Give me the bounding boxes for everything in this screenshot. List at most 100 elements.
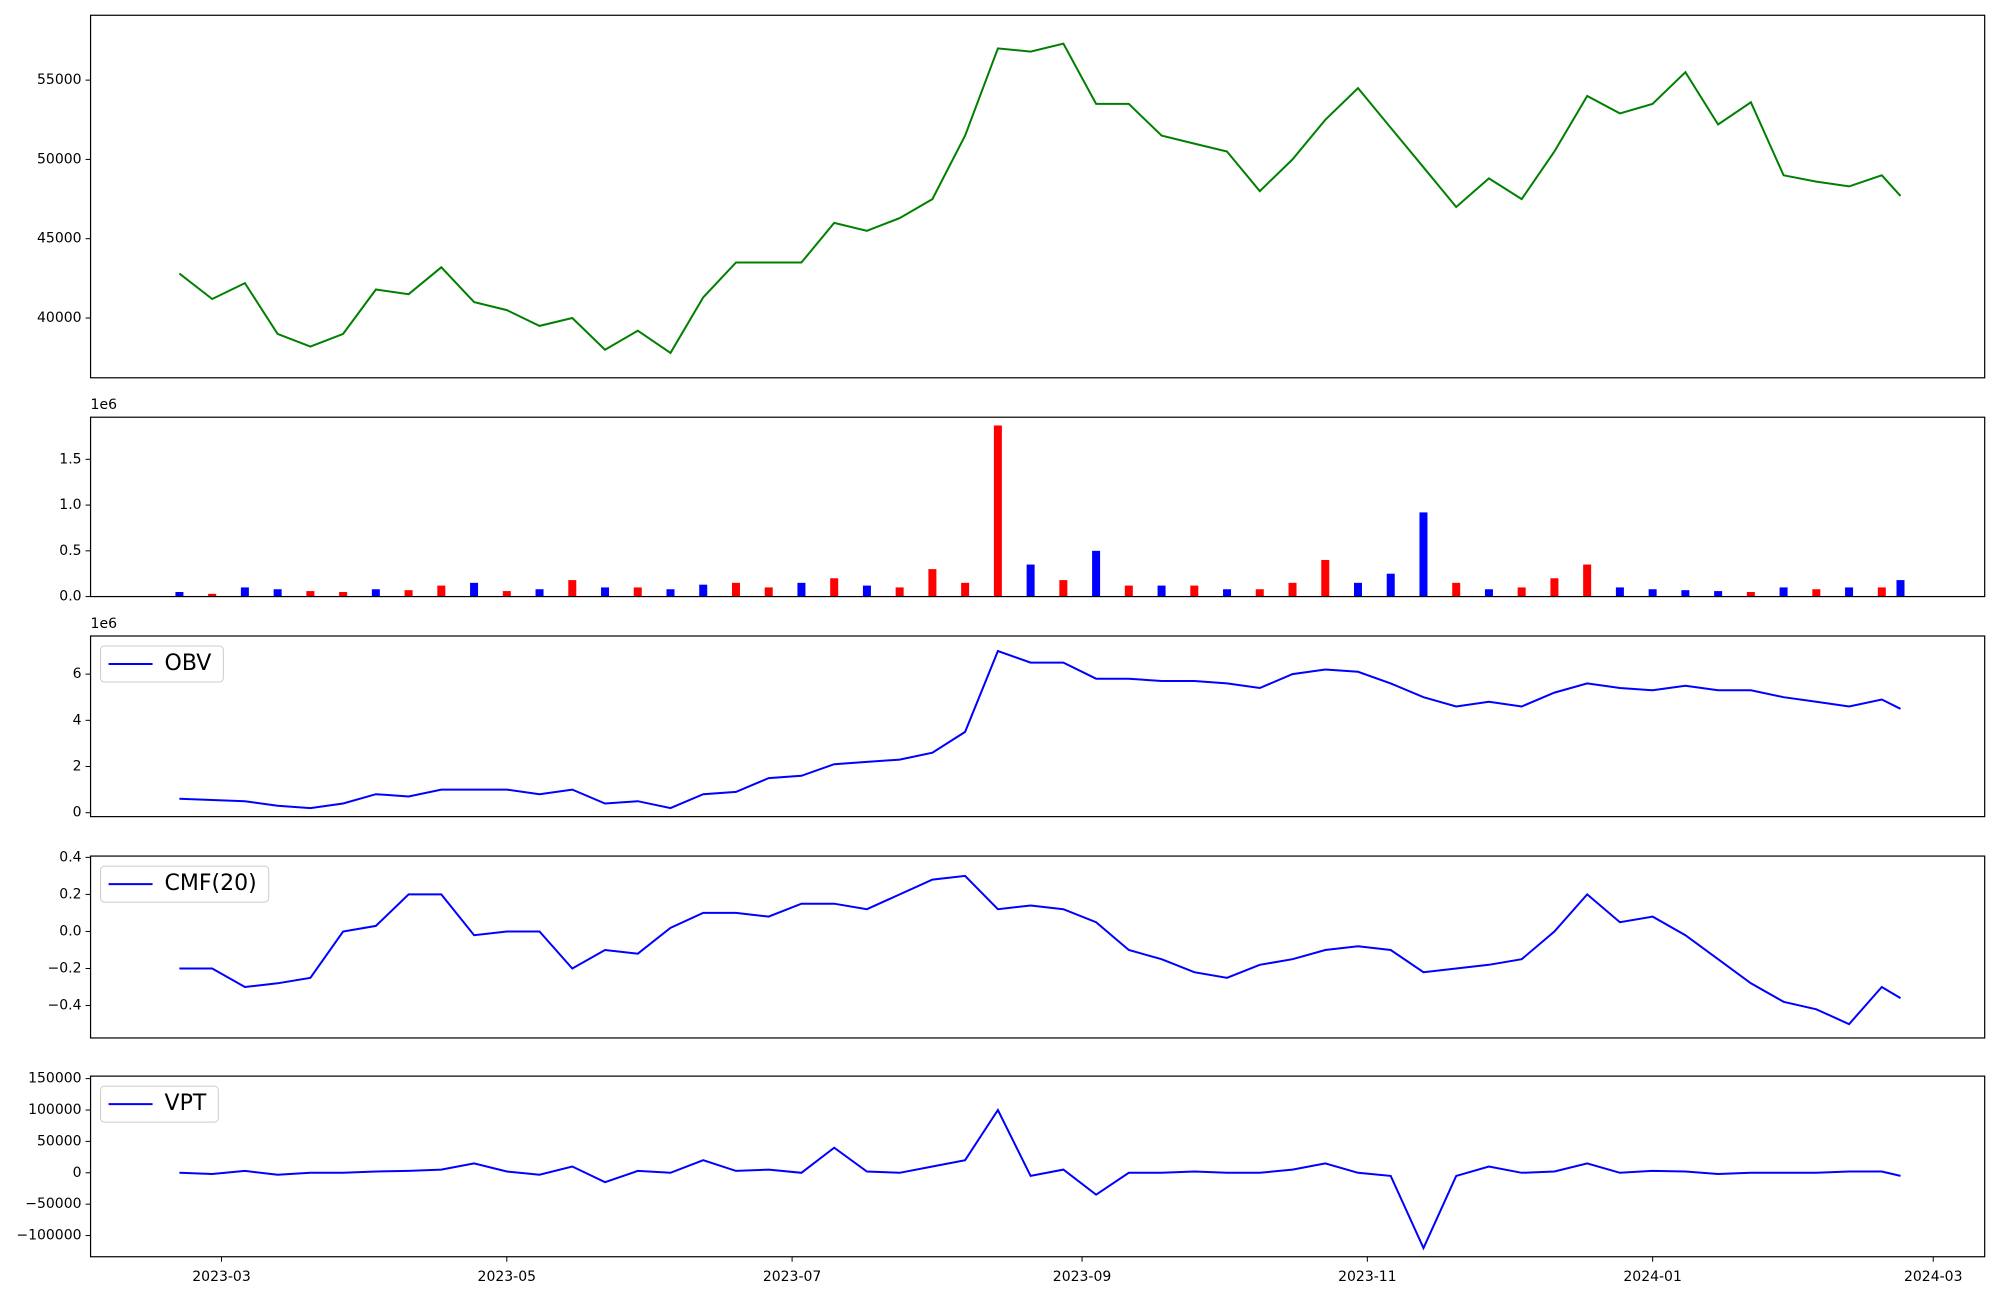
bar xyxy=(633,587,642,597)
bar xyxy=(862,585,871,597)
panel-frame xyxy=(89,635,1986,818)
bar xyxy=(339,592,348,597)
bar xyxy=(1845,587,1854,597)
y-tick-label: 0 xyxy=(73,805,82,821)
legend-label: VPT xyxy=(165,1091,207,1116)
bar xyxy=(1681,590,1690,597)
bar xyxy=(1190,585,1199,597)
legend: VPT xyxy=(100,1085,219,1123)
data-line xyxy=(179,874,1902,1026)
bar xyxy=(208,593,217,597)
y-tick-label: −0.2 xyxy=(48,961,82,977)
y-tick-label: 0 xyxy=(73,1165,82,1181)
plot-area: OBV xyxy=(100,645,1901,810)
x-tick-label: 2023-07 xyxy=(763,1269,822,1285)
panel-frame xyxy=(89,416,1986,598)
bar xyxy=(1452,582,1461,597)
y-tick-label: 55000 xyxy=(37,72,82,88)
bar xyxy=(1550,578,1559,597)
bar xyxy=(1419,512,1428,597)
data-line xyxy=(179,1107,1901,1251)
data-line xyxy=(179,649,1901,810)
bar xyxy=(1092,550,1101,597)
bar xyxy=(437,585,446,597)
y-tick-label: 1.5 xyxy=(59,451,81,467)
bar xyxy=(961,582,970,597)
bar xyxy=(175,592,184,597)
y-tick-label: 0.0 xyxy=(59,923,81,939)
axis-offset: 1e6 xyxy=(91,616,118,632)
bar xyxy=(568,580,577,597)
x-tick-label: 2023-11 xyxy=(1338,1269,1397,1285)
legend-box xyxy=(100,865,270,903)
plot-area xyxy=(175,425,1905,597)
y-tick-label: 40000 xyxy=(37,310,82,326)
bar xyxy=(1615,587,1624,597)
bar xyxy=(699,584,708,597)
y-tick-label: 0.0 xyxy=(59,589,81,605)
bar xyxy=(1877,587,1886,597)
x-tick-label: 2024-01 xyxy=(1623,1269,1682,1285)
bar xyxy=(1386,573,1395,597)
panel-frame xyxy=(89,1075,1986,1258)
bar xyxy=(1484,589,1493,597)
legend: CMF(20) xyxy=(100,865,270,903)
bar xyxy=(666,589,675,597)
bar xyxy=(1714,591,1723,597)
bar xyxy=(993,425,1002,597)
plot-area xyxy=(178,42,1902,355)
y-tick-label: 50000 xyxy=(37,151,82,167)
bar xyxy=(601,587,610,597)
bar xyxy=(470,582,479,597)
y-tick-label: 50000 xyxy=(37,1133,82,1149)
y-tick-label: −0.4 xyxy=(48,998,82,1014)
y-tick-label: 4 xyxy=(73,712,82,728)
bar xyxy=(1896,580,1905,597)
bar xyxy=(895,587,904,597)
bar xyxy=(1321,559,1330,597)
y-tick-label: 2 xyxy=(73,759,82,775)
bar xyxy=(306,591,315,597)
bar xyxy=(1648,589,1657,597)
bar xyxy=(1812,589,1821,597)
y-tick-label: 6 xyxy=(73,666,82,682)
y-tick-label: 0.2 xyxy=(59,886,81,902)
bar xyxy=(404,590,413,597)
bar xyxy=(1517,587,1526,597)
bar xyxy=(764,587,773,597)
plot-area: VPT xyxy=(100,1085,1901,1251)
bar xyxy=(1779,587,1788,597)
y-tick-label: 150000 xyxy=(28,1071,81,1087)
y-tick-label: 1.0 xyxy=(59,497,81,513)
bar xyxy=(830,578,839,597)
bar xyxy=(1746,592,1755,597)
bar xyxy=(928,569,937,597)
bar xyxy=(1059,580,1068,597)
legend-label: CMF(20) xyxy=(165,871,257,896)
legend: OBV xyxy=(100,645,224,683)
panel-frame xyxy=(89,855,1986,1039)
bar xyxy=(1255,589,1264,597)
bar xyxy=(1288,582,1297,597)
bar xyxy=(731,582,740,597)
plot-area: CMF(20) xyxy=(100,865,1902,1026)
bar xyxy=(1353,582,1362,597)
x-tick-label: 2023-03 xyxy=(192,1269,251,1285)
bar xyxy=(1026,564,1035,597)
axis-offset: 1e6 xyxy=(91,397,118,413)
legend-box xyxy=(100,1085,219,1123)
y-tick-label: −50000 xyxy=(25,1196,81,1212)
data-line xyxy=(178,42,1902,355)
x-tick-label: 2023-09 xyxy=(1053,1269,1112,1285)
panel-frame xyxy=(89,14,1986,379)
bar xyxy=(273,589,282,597)
bar xyxy=(1583,564,1592,597)
y-tick-label: 0.4 xyxy=(59,849,81,865)
bar xyxy=(371,589,380,597)
bar xyxy=(797,582,806,597)
bar xyxy=(1124,585,1133,597)
legend-label: OBV xyxy=(165,651,212,676)
y-tick-label: 0.5 xyxy=(59,543,81,559)
y-tick-label: 45000 xyxy=(37,231,82,247)
